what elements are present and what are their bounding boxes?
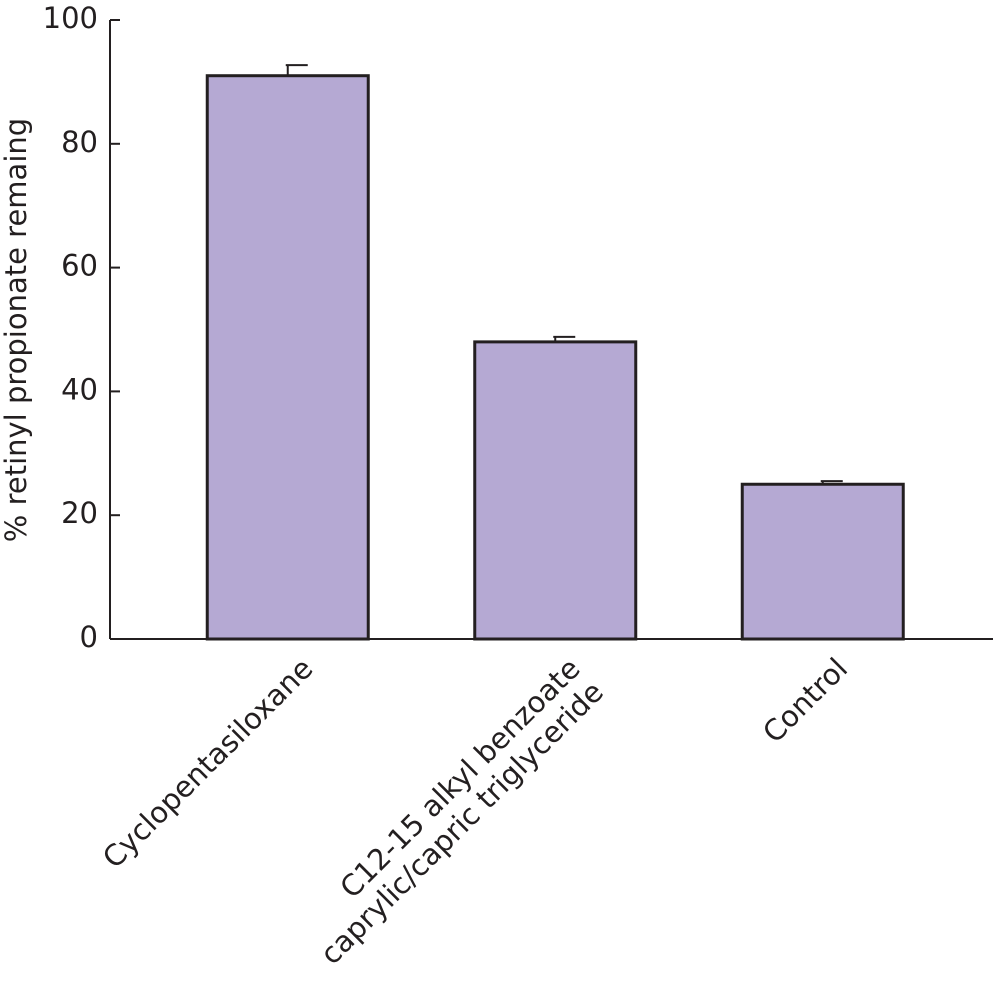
y-tick-label: 80 (61, 125, 98, 159)
y-tick-label: 60 (61, 249, 98, 283)
y-axis-label: % retinyl propionate remaing (0, 118, 33, 542)
bar (205, 74, 370, 641)
bar (740, 482, 905, 641)
y-tick-label: 100 (43, 1, 98, 35)
y-tick-label: 0 (80, 620, 98, 654)
bar (473, 340, 638, 641)
y-tick-label: 20 (61, 496, 98, 530)
y-tick-label: 40 (61, 372, 98, 406)
